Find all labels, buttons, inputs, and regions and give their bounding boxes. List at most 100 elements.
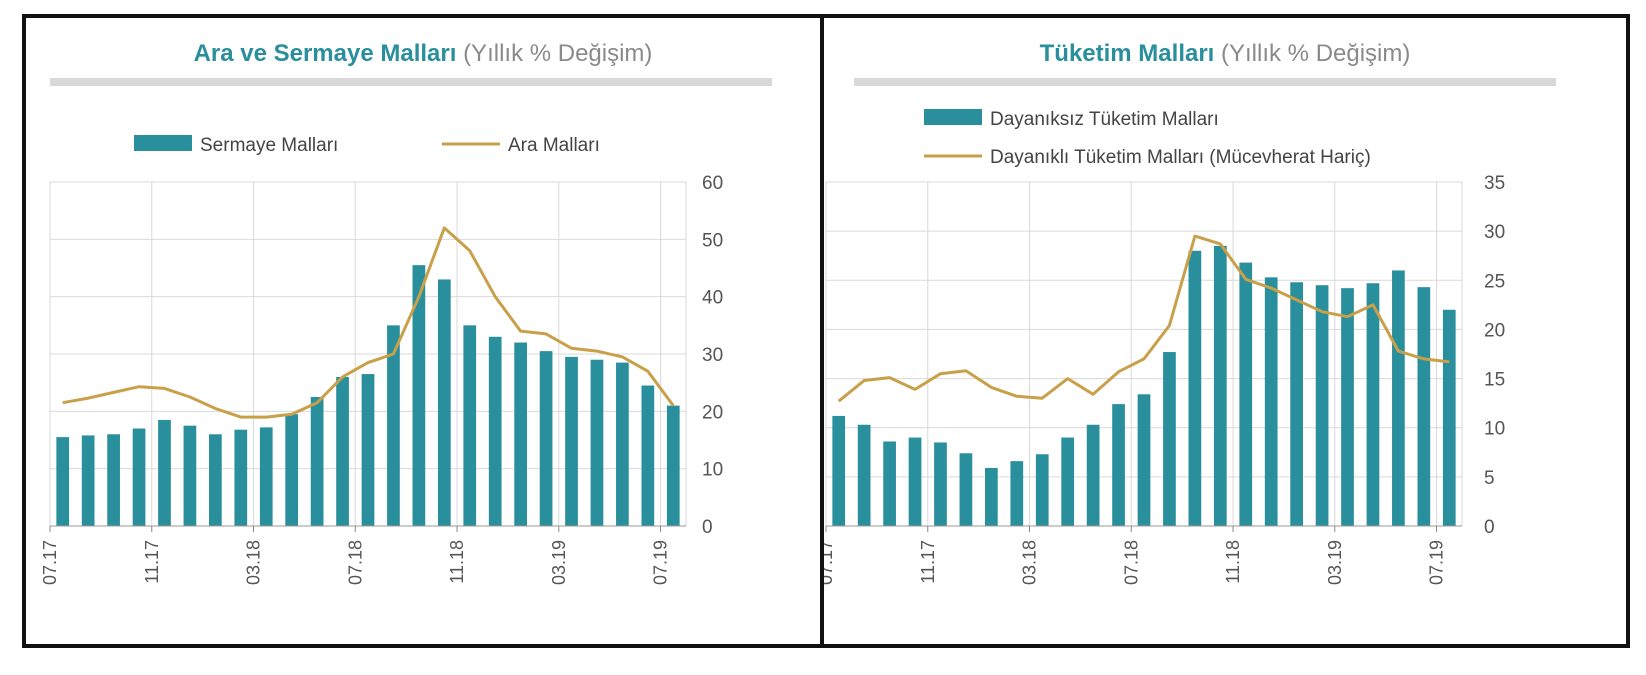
right-title-underline xyxy=(854,78,1556,86)
left-xtick-label: 11.17 xyxy=(142,540,162,584)
left-bar xyxy=(514,342,527,526)
right-bar xyxy=(908,437,922,526)
left-ytick-label: 20 xyxy=(702,402,723,423)
right-legend-label: Dayanıklı Tüketim Malları (Mücevherat Ha… xyxy=(990,147,1371,168)
right-bar xyxy=(1442,309,1456,526)
right-bar xyxy=(1163,352,1176,526)
left-ytick-label: 0 xyxy=(702,517,713,538)
right-bar xyxy=(1213,245,1227,526)
left-bar xyxy=(387,325,400,526)
right-ytick-label: 30 xyxy=(1484,222,1505,243)
left-ytick-label: 60 xyxy=(702,173,723,194)
right-chart-title-main: Tüketim Malları xyxy=(1039,40,1215,67)
left-xtick-label: 07.18 xyxy=(345,540,365,585)
right-xtick-label: 07.17 xyxy=(824,540,836,585)
right-ytick-label: 15 xyxy=(1484,370,1505,391)
left-bar xyxy=(158,419,171,526)
left-xtick-label: 11.18 xyxy=(447,540,467,584)
left-bar xyxy=(183,425,197,526)
right-bar xyxy=(857,424,871,526)
left-chart-panel: Ara ve Sermaye Malları (Yıllık % Değişim… xyxy=(22,14,824,648)
left-bar xyxy=(107,434,120,526)
left-bar xyxy=(616,362,629,526)
right-bar xyxy=(1086,424,1100,526)
left-bar xyxy=(565,356,578,526)
right-ytick-label: 0 xyxy=(1484,517,1495,538)
right-bar xyxy=(1010,461,1024,526)
left-bar xyxy=(234,429,248,526)
right-bar xyxy=(1035,454,1049,526)
left-xtick-label: 07.19 xyxy=(651,540,671,585)
left-chart-title-sub: (Yıllık % Değişim) xyxy=(463,40,653,67)
right-bar xyxy=(883,441,896,526)
left-bar xyxy=(310,397,324,526)
left-title-underline xyxy=(50,78,772,86)
left-bar xyxy=(132,428,146,526)
right-xtick-label: 11.17 xyxy=(918,540,938,584)
left-bar xyxy=(463,325,477,526)
left-bar xyxy=(361,374,375,526)
right-ytick-label: 20 xyxy=(1484,320,1505,341)
right-chart-svg: 0 5 10 15 20 25 30 35 07.17 11.17 03.18 07.18 11.18 0… xyxy=(824,109,1505,585)
left-ytick-label: 50 xyxy=(702,230,723,251)
left-bar xyxy=(412,265,426,526)
left-chart-title-main: Ara ve Sermaye Malları xyxy=(193,40,457,67)
left-bar xyxy=(590,359,604,526)
left-bar xyxy=(56,437,70,526)
right-line-series xyxy=(837,234,1450,403)
left-chart-svg: 0 10 20 30 40 50 60 07.17 11.17 03.18 07.18 11.18 03… xyxy=(40,135,723,585)
right-bar xyxy=(1188,250,1202,527)
right-ytick-label: 25 xyxy=(1484,271,1505,292)
left-ytick-label: 10 xyxy=(702,460,723,481)
right-xtick-label: 03.18 xyxy=(1020,540,1040,585)
left-ytick-label: 40 xyxy=(702,288,723,309)
right-ytick-label: 10 xyxy=(1484,419,1505,440)
left-bar xyxy=(539,351,553,526)
right-bar xyxy=(934,442,947,526)
left-bar xyxy=(666,405,680,526)
right-chart-panel: Tüketim Malları (Yıllık % Değişim) 0 5 10 1… xyxy=(820,14,1630,648)
left-xtick-label: 03.19 xyxy=(549,540,569,585)
right-bar xyxy=(1341,288,1354,526)
left-legend-label: Ara Malları xyxy=(508,135,600,156)
right-chart-title: Tüketim Malları (Yıllık % Değişim) xyxy=(824,40,1626,68)
right-bar xyxy=(1315,285,1329,526)
right-xtick-label: 03.19 xyxy=(1325,540,1345,585)
left-line-series xyxy=(62,226,675,419)
right-bar xyxy=(959,453,973,526)
right-bar xyxy=(1264,277,1278,526)
left-bar xyxy=(81,435,95,526)
right-xtick-label: 11.18 xyxy=(1223,540,1243,584)
right-bar xyxy=(1239,262,1253,526)
left-chart-title: Ara ve Sermaye Malları (Yıllık % Değişim… xyxy=(26,40,820,68)
left-legend-bar-swatch xyxy=(134,135,192,151)
left-xtick-label: 07.17 xyxy=(40,540,60,585)
left-bar xyxy=(641,385,655,526)
right-ytick-label: 35 xyxy=(1484,173,1505,194)
right-bar xyxy=(1392,270,1405,526)
left-ytick-label: 30 xyxy=(702,345,723,366)
left-bar xyxy=(259,427,273,526)
right-chart-title-sub: (Yıllık % Değişim) xyxy=(1221,40,1411,67)
right-bar xyxy=(1137,394,1151,526)
right-bar xyxy=(985,468,998,526)
right-xtick-label: 07.19 xyxy=(1427,540,1447,585)
right-bar xyxy=(1290,282,1303,526)
left-bar xyxy=(285,414,299,526)
left-legend-label: Sermaye Malları xyxy=(200,135,338,156)
right-legend-bar-swatch xyxy=(924,109,982,125)
right-bar xyxy=(1112,404,1125,526)
left-xtick-label: 03.18 xyxy=(244,540,264,585)
left-bar xyxy=(488,336,502,526)
right-ytick-label: 5 xyxy=(1484,468,1495,489)
right-legend-label: Dayanıksız Tüketim Malları xyxy=(990,109,1219,130)
right-bar xyxy=(832,415,846,526)
left-bar xyxy=(336,376,349,526)
left-bar xyxy=(209,434,222,526)
right-bar xyxy=(1417,287,1431,526)
left-bar xyxy=(437,279,451,526)
right-bar xyxy=(1366,283,1380,526)
right-bar xyxy=(1061,437,1075,526)
right-xtick-label: 07.18 xyxy=(1121,540,1141,585)
